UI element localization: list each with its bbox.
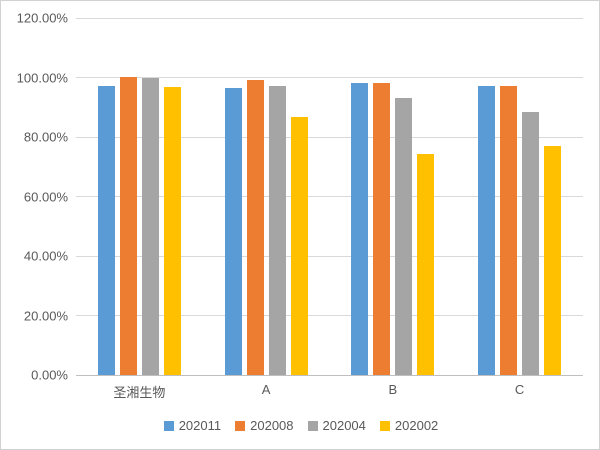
bar-202004-2 bbox=[268, 85, 286, 375]
legend-item-202011: 202011 bbox=[163, 418, 222, 433]
bar-202002-1 bbox=[163, 87, 181, 375]
legend-item-202004: 202004 bbox=[307, 418, 366, 433]
legend-swatch-icon bbox=[163, 420, 174, 431]
bar-group-2 bbox=[203, 18, 330, 375]
bar-202008-4 bbox=[500, 85, 518, 375]
bar-202002-2 bbox=[290, 117, 308, 375]
legend-item-202008: 202008 bbox=[235, 418, 294, 433]
y-tick-label-0: 0.00% bbox=[31, 367, 68, 383]
y-tick-label-120: 120.00% bbox=[16, 10, 68, 26]
gridline-40 bbox=[76, 255, 583, 257]
gridline-60 bbox=[76, 196, 583, 197]
x-category-label-1: 圣湘生物 bbox=[113, 385, 166, 400]
bar-202008-2 bbox=[246, 79, 264, 375]
x-category-label-4: C bbox=[514, 382, 525, 397]
plot-area bbox=[76, 17, 583, 376]
bar-202011-4 bbox=[478, 85, 496, 375]
bar-202011-2 bbox=[224, 87, 242, 375]
x-category-label-3: B bbox=[388, 382, 398, 397]
legend-label: 202008 bbox=[250, 418, 294, 433]
bar-202004-3 bbox=[395, 98, 413, 375]
legend-label: 202011 bbox=[178, 418, 222, 433]
gridline-100 bbox=[76, 77, 583, 78]
bar-202011-3 bbox=[351, 83, 369, 375]
legend-swatch-icon bbox=[379, 420, 390, 431]
legend-swatch-icon bbox=[235, 420, 246, 431]
y-tick-label-40: 40.00% bbox=[23, 248, 68, 264]
x-axis-line bbox=[76, 374, 583, 376]
bar-group-1 bbox=[76, 18, 203, 375]
legend: 202011 202008 202004 202002 bbox=[1, 418, 599, 433]
y-tick-label-20: 20.00% bbox=[23, 308, 68, 323]
bar-202004-1 bbox=[141, 77, 159, 375]
bar-202008-1 bbox=[119, 76, 137, 375]
gridline-20 bbox=[76, 315, 583, 316]
y-tick-label-60: 60.00% bbox=[23, 189, 68, 204]
bar-202002-3 bbox=[417, 153, 435, 375]
y-tick-label-100: 100.00% bbox=[16, 70, 68, 85]
gridline-80 bbox=[76, 136, 583, 138]
legend-label: 202004 bbox=[322, 418, 366, 433]
legend-swatch-icon bbox=[307, 420, 318, 431]
legend-label: 202002 bbox=[394, 418, 439, 433]
bar-202008-3 bbox=[373, 82, 391, 375]
bar-202002-4 bbox=[544, 145, 562, 375]
x-category-label-2: A bbox=[261, 382, 271, 397]
bar-202011-1 bbox=[97, 85, 115, 375]
bar-group-4 bbox=[456, 18, 583, 375]
bar-202004-4 bbox=[522, 111, 540, 375]
gridline-120 bbox=[76, 17, 583, 19]
legend-item-202002: 202002 bbox=[379, 418, 439, 433]
y-tick-label-80: 80.00% bbox=[23, 129, 68, 145]
bar-group-3 bbox=[330, 18, 457, 375]
